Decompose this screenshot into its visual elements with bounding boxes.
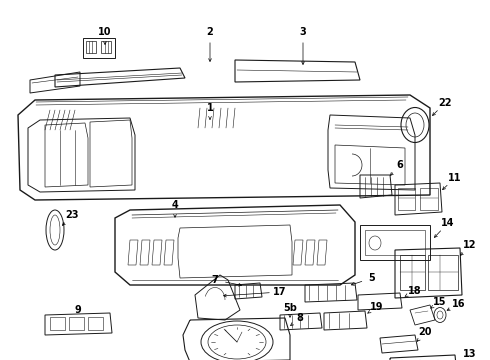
Text: 20: 20 xyxy=(418,327,432,337)
Text: 7: 7 xyxy=(212,275,219,285)
Text: 1: 1 xyxy=(207,103,213,113)
Text: 15: 15 xyxy=(433,297,447,307)
Text: 5b: 5b xyxy=(283,303,297,313)
Text: 16: 16 xyxy=(452,299,466,309)
Text: 12: 12 xyxy=(463,240,477,250)
Text: 9: 9 xyxy=(74,305,81,315)
Text: 4: 4 xyxy=(172,200,178,210)
Text: 14: 14 xyxy=(441,218,455,228)
Text: 22: 22 xyxy=(438,98,452,108)
Text: 5: 5 xyxy=(368,273,375,283)
Text: 6: 6 xyxy=(396,160,403,170)
Text: 19: 19 xyxy=(370,302,384,312)
Text: 11: 11 xyxy=(448,173,462,183)
Text: 3: 3 xyxy=(299,27,306,37)
Text: 8: 8 xyxy=(296,313,303,323)
Text: 17: 17 xyxy=(273,287,287,297)
Text: 10: 10 xyxy=(98,27,112,37)
Text: 13: 13 xyxy=(463,349,477,359)
Text: 18: 18 xyxy=(408,286,422,296)
Text: 2: 2 xyxy=(207,27,213,37)
Text: 23: 23 xyxy=(65,210,79,220)
